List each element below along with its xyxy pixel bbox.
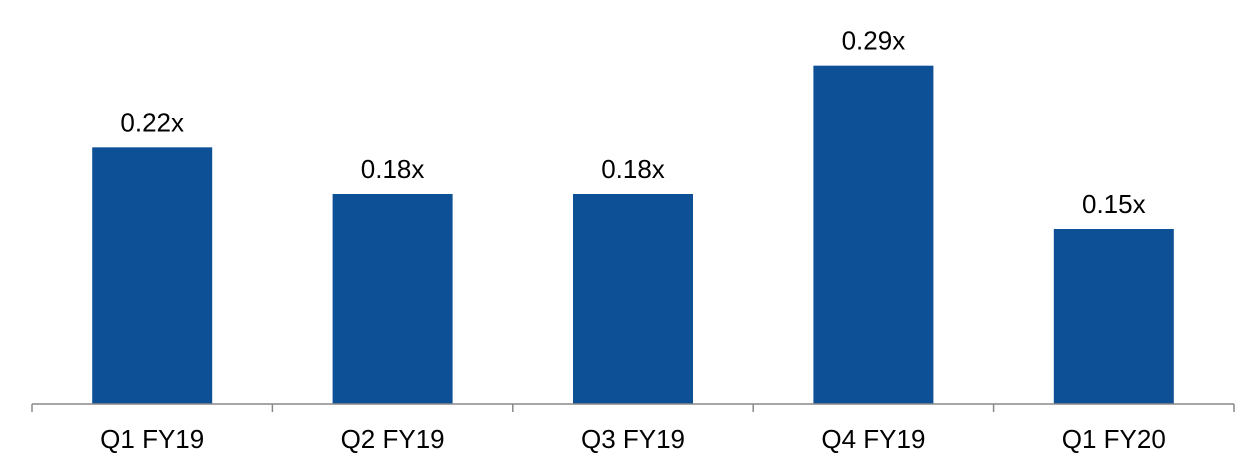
- x-tick-label: Q3 FY19: [581, 424, 685, 454]
- data-label: 0.29x: [842, 26, 906, 56]
- data-label: 0.22x: [120, 107, 184, 137]
- x-tick-label: Q2 FY19: [341, 424, 445, 454]
- data-label: 0.18x: [361, 154, 425, 184]
- x-tick-label: Q1 FY20: [1062, 424, 1166, 454]
- x-axis: Q1 FY19 Q2 FY19 Q3 FY19 Q4 FY19 Q1 FY20: [31, 403, 1235, 454]
- bar-q3-fy19: [573, 194, 693, 404]
- data-labels-group: 0.22x 0.18x 0.18x 0.29x 0.15x: [120, 26, 1145, 219]
- bar-q2-fy19: [332, 194, 453, 404]
- data-label: 0.15x: [1082, 189, 1146, 219]
- bars-group: [92, 65, 1174, 405]
- bar-q4-fy19: [813, 65, 934, 405]
- x-tick-label: Q4 FY19: [821, 424, 925, 454]
- bar-q1-fy20: [1053, 229, 1174, 404]
- bar-q1-fy19: [92, 147, 213, 405]
- data-label: 0.18x: [601, 154, 665, 184]
- x-tick-label: Q1 FY19: [100, 424, 204, 454]
